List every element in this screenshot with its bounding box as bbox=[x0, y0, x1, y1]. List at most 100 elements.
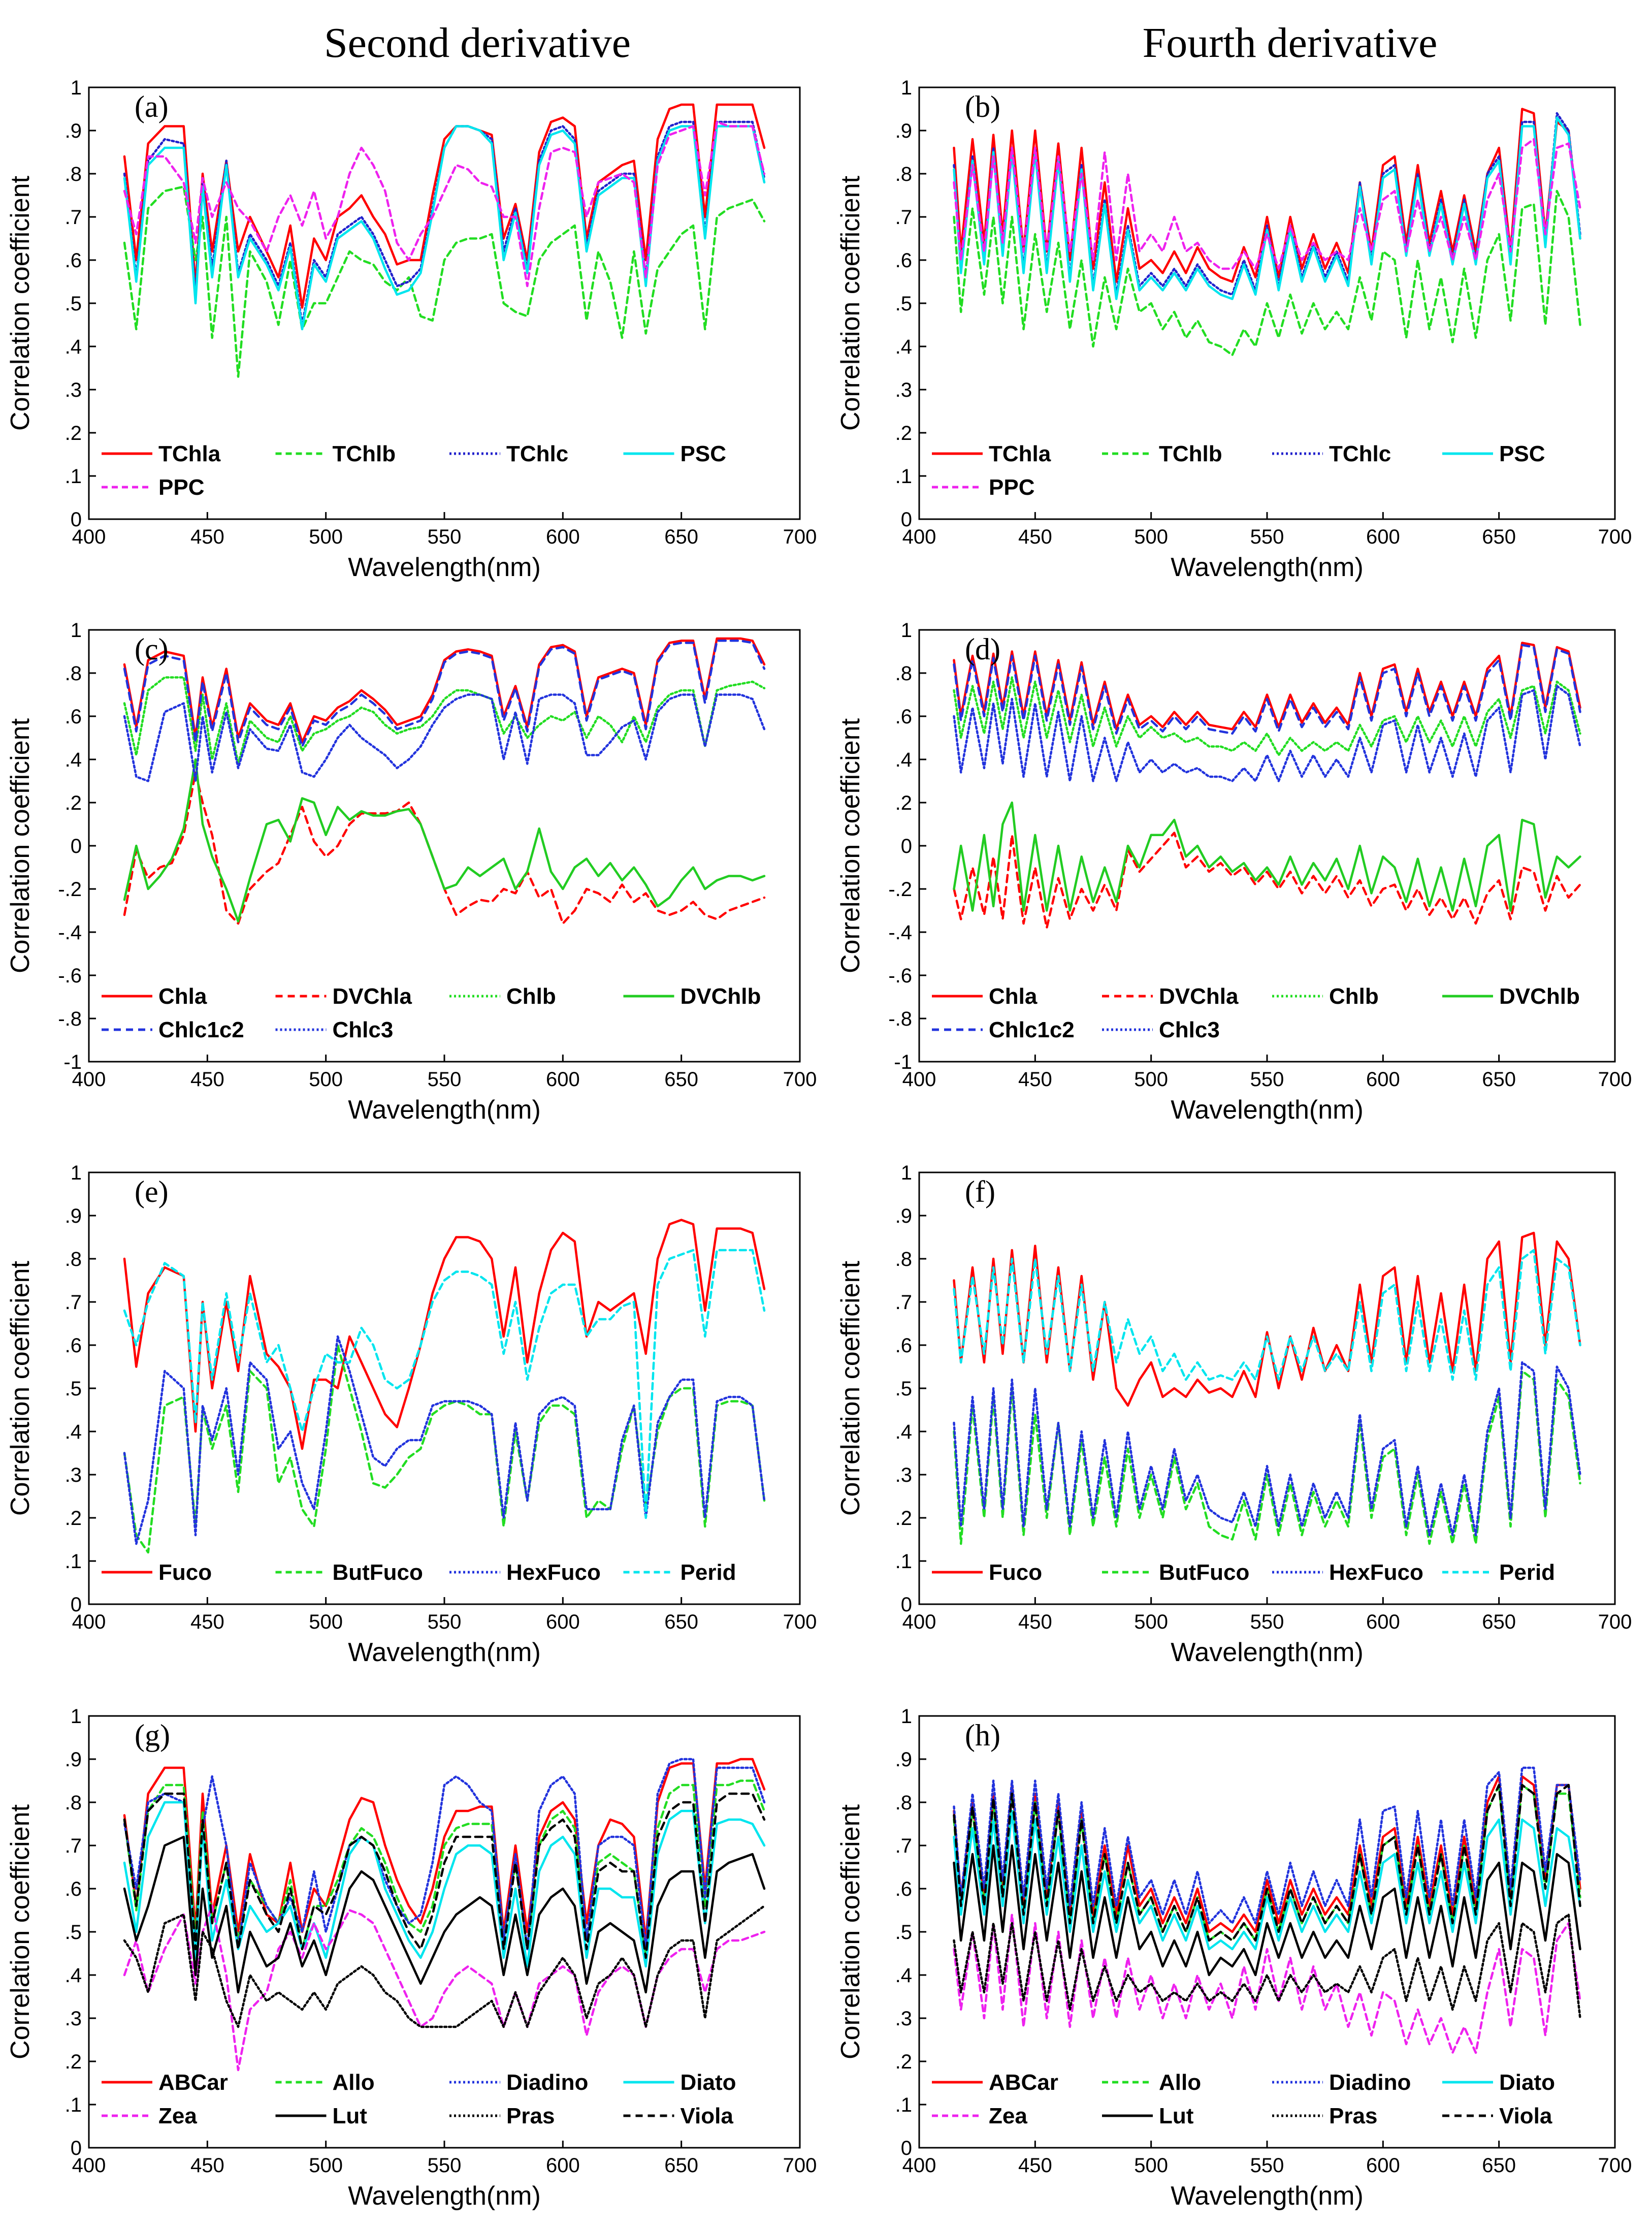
legend-entry-allo: Allo bbox=[275, 2070, 375, 2095]
legend-entry-abcar: ABCar bbox=[102, 2070, 228, 2095]
y-tick-label: .5 bbox=[65, 1921, 82, 1944]
y-tick-label: .8 bbox=[895, 163, 912, 185]
panel-label: (f) bbox=[965, 1175, 995, 1208]
y-tick-label: .1 bbox=[895, 465, 912, 488]
legend-entry-tchlc: TChlc bbox=[1272, 441, 1391, 466]
y-tick-label: .2 bbox=[895, 1507, 912, 1530]
legend-entry-chlc3: Chlc3 bbox=[1102, 1017, 1220, 1042]
x-tick-label: 700 bbox=[1598, 2154, 1632, 2177]
column-title-fourth-derivative: Fourth derivative bbox=[1143, 19, 1438, 67]
legend-label: TChlb bbox=[333, 441, 396, 466]
y-axis-label: Correlation coefficient bbox=[6, 175, 35, 431]
chart-panels: 400 450 500 550 600 650 700 0 .1 .2 .3 .4 .5 .6 .7 .8 .9… bbox=[6, 77, 1632, 2211]
series-line-diato bbox=[123, 1801, 766, 1968]
chart-panel-a: 400 450 500 550 600 650 700 0 .1 .2 .3 .4 .5 .6 .7 .8 .9… bbox=[6, 77, 817, 582]
y-tick-label: .9 bbox=[65, 1748, 82, 1771]
legend-entry-pras: Pras bbox=[1272, 2104, 1377, 2128]
x-tick-label: 500 bbox=[1134, 1068, 1168, 1091]
y-tick-label: 1 bbox=[901, 1705, 912, 1728]
x-tick-label: 700 bbox=[783, 1611, 817, 1633]
legend-label: DVChla bbox=[1159, 984, 1239, 1009]
y-tick-label: .3 bbox=[65, 1464, 82, 1486]
y-tick-label: 0 bbox=[71, 1594, 82, 1616]
x-tick-label: 650 bbox=[664, 1068, 698, 1091]
series-line-butfuco bbox=[953, 1370, 1581, 1545]
legend-entry-chlb: Chlb bbox=[449, 984, 556, 1009]
series-line-chlc3 bbox=[123, 693, 766, 782]
y-tick-label: .4 bbox=[65, 336, 82, 358]
legend-label: Pras bbox=[1329, 2104, 1377, 2128]
x-tick-label: 600 bbox=[1366, 1611, 1400, 1633]
legend-label: TChlc bbox=[1329, 441, 1391, 466]
legend-label: Perid bbox=[681, 1560, 736, 1585]
y-tick-label: -1 bbox=[894, 1051, 912, 1073]
series-line-ppc bbox=[953, 138, 1581, 270]
x-tick-label: 550 bbox=[428, 2154, 462, 2177]
y-tick-label: .1 bbox=[895, 2094, 912, 2116]
y-tick-label: .2 bbox=[65, 792, 82, 814]
y-tick-label: .6 bbox=[895, 1878, 912, 1900]
y-tick-label: 0 bbox=[901, 508, 912, 531]
series-line-viola bbox=[953, 1784, 1581, 1942]
y-tick-label: .4 bbox=[895, 1964, 912, 1987]
series-group bbox=[953, 108, 1581, 357]
series-line-tchlb bbox=[123, 185, 766, 378]
y-tick-label: .2 bbox=[895, 2051, 912, 2073]
y-tick-label: -.2 bbox=[888, 878, 912, 901]
y-tick-label: .8 bbox=[65, 662, 82, 685]
y-tick-label: .3 bbox=[895, 2008, 912, 2030]
panel-label: (b) bbox=[965, 90, 1000, 123]
legend-label: HexFuco bbox=[506, 1560, 601, 1585]
x-tick-label: 600 bbox=[546, 1611, 580, 1633]
y-tick-label: .2 bbox=[895, 792, 912, 814]
y-tick-label: .1 bbox=[65, 465, 82, 488]
y-tick-label: .3 bbox=[895, 379, 912, 401]
legend-label: Diadino bbox=[506, 2070, 588, 2095]
y-axis-label: Correlation coefficient bbox=[6, 1804, 35, 2059]
series-line-fuco bbox=[953, 1231, 1581, 1407]
series-line-perid bbox=[123, 1249, 766, 1519]
legend-entry-viola: Viola bbox=[1442, 2104, 1552, 2128]
y-tick-label: .7 bbox=[895, 1835, 912, 1857]
series-line-ppc bbox=[123, 120, 766, 288]
series-line-diadino bbox=[953, 1766, 1581, 1925]
y-tick-label: .9 bbox=[65, 120, 82, 142]
x-tick-label: 550 bbox=[428, 1611, 462, 1633]
legend-entry-abcar: ABCar bbox=[932, 2070, 1058, 2095]
x-tick-label: 450 bbox=[190, 2154, 224, 2177]
x-tick-label: 550 bbox=[428, 526, 462, 548]
x-tick-label: 700 bbox=[783, 526, 817, 548]
x-tick-label: 400 bbox=[72, 1068, 106, 1091]
legend-entry-allo: Allo bbox=[1102, 2070, 1201, 2095]
legend-entry-perid: Perid bbox=[1442, 1560, 1555, 1585]
x-tick-label: 650 bbox=[664, 2154, 698, 2177]
y-axis-label: Correlation coefficient bbox=[836, 718, 865, 973]
legend-entry-lut: Lut bbox=[1102, 2104, 1194, 2128]
legend-label: TChla bbox=[158, 441, 221, 466]
legend-label: Viola bbox=[1499, 2104, 1552, 2128]
y-axis-label: Correlation coefficient bbox=[836, 175, 865, 431]
series-line-hexfuco bbox=[953, 1361, 1581, 1537]
series-line-lut bbox=[123, 1835, 766, 1994]
y-tick-label: -.8 bbox=[58, 1008, 82, 1030]
series-group bbox=[123, 103, 766, 378]
series-line-dvchlb bbox=[953, 801, 1581, 912]
legend-label: Chla bbox=[158, 984, 207, 1009]
x-tick-label: 500 bbox=[309, 2154, 343, 2177]
y-axis-label: Correlation coefficient bbox=[836, 1260, 865, 1516]
y-tick-label: .7 bbox=[65, 1291, 82, 1314]
y-tick-label: .8 bbox=[65, 1248, 82, 1270]
x-tick-label: 400 bbox=[902, 2154, 936, 2177]
series-line-zea bbox=[953, 1913, 1581, 2054]
legend-label: DVChla bbox=[333, 984, 412, 1009]
legend-label: Fuco bbox=[989, 1560, 1042, 1585]
legend-label: Diato bbox=[1499, 2070, 1555, 2095]
y-tick-label: 0 bbox=[71, 835, 82, 857]
y-tick-label: -1 bbox=[63, 1051, 82, 1073]
legend-label: PPC bbox=[158, 475, 204, 500]
chart-panel-c: 400 450 500 550 600 650 700 -1 -.8 -.6 -.4 -.2 0 .2 .4… bbox=[6, 619, 817, 1125]
y-tick-label: .4 bbox=[65, 1421, 82, 1443]
y-tick-label: -.6 bbox=[58, 965, 82, 987]
legend-label: Lut bbox=[333, 2104, 368, 2128]
